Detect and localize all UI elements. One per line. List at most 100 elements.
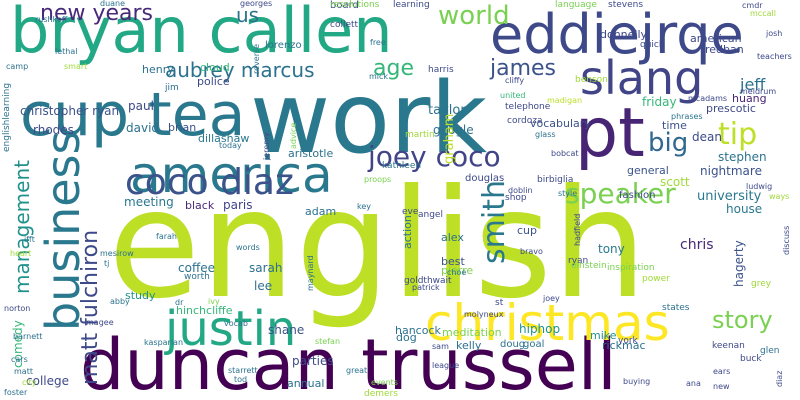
cloud-word: black: [185, 199, 215, 212]
cloud-word: christmas: [425, 294, 670, 352]
cloud-word: goal: [523, 339, 545, 350]
cloud-word: paris: [223, 198, 253, 212]
cloud-word: google: [433, 123, 474, 137]
cloud-word: ana: [686, 379, 701, 388]
cloud-word: cars: [11, 355, 28, 364]
cloud-word: american: [690, 32, 742, 45]
cloud-word: camp: [6, 62, 29, 71]
cloud-word: buck: [740, 354, 762, 364]
cloud-word: paul: [128, 99, 154, 113]
cloud-word: georges: [240, 0, 273, 8]
cloud-word: ways: [769, 192, 790, 201]
cloud-word: ifft: [24, 235, 35, 244]
cloud-word: lee: [254, 279, 273, 293]
cloud-word: harris: [428, 65, 454, 75]
cloud-word: power: [642, 274, 670, 284]
cloud-word: coco diaz: [125, 162, 294, 203]
cloud-word: pt: [575, 94, 645, 173]
cloud-word: friday: [642, 95, 677, 109]
cloud-word: coffee: [178, 261, 215, 275]
cloud-word: josh: [766, 29, 783, 38]
cloud-word: ears: [713, 367, 731, 376]
cloud-word: college: [26, 374, 69, 388]
cloud-word: duane: [100, 0, 126, 8]
cloud-word: taylor: [428, 103, 466, 118]
cloud-word: foster: [4, 388, 28, 397]
cloud-word: fashion: [619, 190, 656, 201]
cloud-word: redban: [705, 43, 744, 56]
cloud-word: resolutions: [330, 0, 380, 10]
cloud-word: hiphop: [519, 322, 561, 336]
cloud-word: university: [697, 189, 762, 204]
cloud-word: style: [558, 189, 578, 198]
cloud-word: duncan trussell: [80, 324, 617, 400]
cloud-word: vocabulary: [530, 117, 591, 130]
cloud-word: york: [618, 336, 638, 346]
cloud-word: collett: [330, 20, 359, 30]
cloud-word: adam: [305, 205, 337, 218]
cloud-word: world: [438, 1, 510, 31]
cloud-word: advice: [289, 122, 298, 149]
cloud-word: hagerty: [732, 240, 746, 287]
cloud-word: teachers: [757, 52, 792, 61]
cloud-word: st: [495, 298, 504, 308]
cloud-word: starrett: [228, 366, 258, 375]
cloud-word: telephone: [505, 102, 551, 112]
cloud-word: doblin: [508, 186, 533, 195]
cloud-word: best: [441, 255, 465, 268]
cloud-word: mike: [590, 329, 617, 342]
cloud-word: states: [662, 303, 690, 313]
cloud-word: big: [648, 128, 689, 158]
cloud-word: smart: [64, 62, 88, 71]
cloud-word: dillashaw: [198, 132, 250, 145]
cloud-word: patrick: [412, 283, 440, 292]
cloud-word: meditation: [442, 326, 502, 339]
cloud-word: english: [108, 158, 648, 332]
cloud-word: rhodes: [33, 123, 74, 137]
cloud-word: time: [662, 119, 687, 132]
cloud-word: board: [330, 0, 359, 11]
cloud-word: keenan: [712, 341, 745, 351]
cloud-word: prescotic: [706, 102, 756, 115]
cloud-word: cloud: [200, 61, 230, 74]
cloud-word: sarah: [249, 261, 283, 275]
cloud-word: tod: [234, 375, 248, 384]
cloud-word: martin: [405, 130, 435, 140]
cloud-word: heart: [10, 249, 32, 258]
cloud-word: kathleen: [382, 161, 422, 171]
cloud-word: worth: [184, 272, 210, 282]
cloud-word: diaz: [775, 370, 784, 387]
cloud-word: maynard: [306, 255, 315, 291]
cloud-word: annual: [287, 377, 325, 390]
cloud-word: doug: [500, 339, 526, 350]
cloud-word: city: [22, 378, 37, 387]
cloud-word: scott: [660, 175, 690, 189]
cloud-word: pierre: [441, 264, 474, 277]
cloud-word: grey: [751, 279, 772, 289]
cloud-word: nightmare: [700, 164, 762, 178]
cloud-word: bobcat: [551, 149, 579, 158]
cloud-word: norton: [4, 304, 31, 313]
cloud-word: mick: [369, 72, 389, 81]
cloud-word: phrases: [671, 112, 703, 121]
cloud-word: cup tea: [20, 80, 246, 150]
cloud-word: eddiejrqe: [490, 3, 744, 66]
cloud-word: tj: [104, 259, 110, 268]
cloud-word: lethal: [55, 47, 78, 56]
cloud-word: tip: [718, 117, 758, 152]
cloud-word: molyneux: [464, 310, 504, 319]
cloud-word: matt fulchiron: [78, 229, 103, 385]
cloud-word: joey coco: [368, 140, 501, 173]
cloud-word: matt: [14, 367, 33, 376]
cloud-word: dr: [175, 298, 184, 307]
cloud-word: learning: [393, 0, 430, 10]
cloud-word: police: [197, 75, 230, 88]
cloud-word: america: [130, 146, 333, 204]
cloud-word: huang: [732, 92, 767, 105]
cloud-word: graham: [442, 113, 457, 164]
cloud-word: mesirow: [100, 249, 134, 258]
cloud-word: jeremy: [262, 132, 271, 160]
cloud-word: choe: [447, 268, 467, 277]
cloud-word: goldthwait: [404, 276, 452, 286]
cloud-word: stephen: [718, 150, 767, 164]
